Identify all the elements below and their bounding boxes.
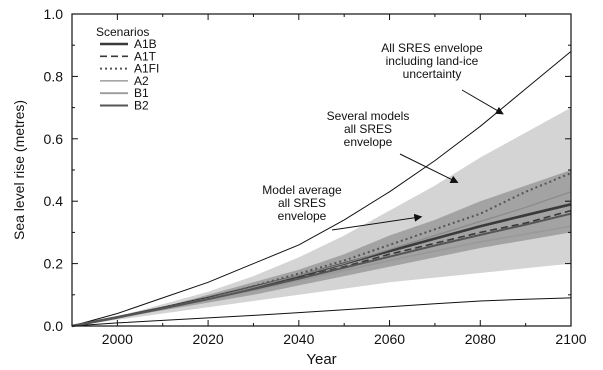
bound-lines bbox=[71, 51, 572, 327]
annotation-text-2: all SRES bbox=[278, 196, 326, 210]
envelope-1 bbox=[72, 170, 571, 326]
annotation-text-1: Several models bbox=[327, 109, 410, 123]
y-tick-label: 0.0 bbox=[44, 318, 64, 334]
annotation-arrow-2 bbox=[331, 213, 423, 231]
legend-title: Scenarios bbox=[96, 25, 149, 39]
annotation-text-2: envelope bbox=[278, 209, 327, 223]
bound-line-0 bbox=[71, 51, 572, 327]
axes: 2000 2020 2040 2060 2080 2100 0.0 0.2 0.4 0.6 0.8 1… bbox=[11, 6, 587, 368]
x-tick-label: 2100 bbox=[555, 331, 586, 347]
legend-label-a1fi: A1FI bbox=[134, 62, 159, 76]
x-tick-label: 2080 bbox=[465, 331, 496, 347]
x-tick-label: 2040 bbox=[283, 331, 314, 347]
x-tick-label: 2020 bbox=[193, 331, 224, 347]
legend-label-a1b: A1B bbox=[134, 37, 157, 51]
annotation-text-1: envelope bbox=[344, 135, 393, 149]
envelopes bbox=[72, 107, 571, 326]
annotation-arrow-0 bbox=[461, 89, 504, 115]
annotation-text-1: all SRES bbox=[344, 122, 392, 136]
envelope-0 bbox=[72, 107, 571, 326]
series-line-b2 bbox=[71, 212, 572, 327]
annotation-text-2: Model average bbox=[262, 183, 342, 197]
x-tick-label: 2000 bbox=[102, 331, 133, 347]
annotation-text-0: including land-ice bbox=[386, 54, 479, 68]
bound-line-1 bbox=[71, 297, 572, 327]
annotation-arrow-1 bbox=[399, 153, 459, 183]
series-lines bbox=[71, 172, 572, 328]
series-line-a1fi bbox=[71, 172, 572, 327]
annotation-text-0: uncertainty bbox=[403, 67, 462, 81]
y-tick-label: 0.2 bbox=[44, 256, 64, 272]
y-tick-label: 0.4 bbox=[44, 193, 64, 209]
annotation-text-0: All SRES envelope bbox=[381, 41, 483, 55]
legend-label-b2: B2 bbox=[134, 99, 149, 113]
y-tick-label: 1.0 bbox=[44, 6, 64, 22]
y-tick-label: 0.8 bbox=[44, 68, 64, 84]
legend-label-a1t: A1T bbox=[134, 49, 157, 63]
y-axis-label: Sea level rise (metres) bbox=[11, 100, 27, 240]
x-tick-label: 2060 bbox=[374, 331, 405, 347]
legend-label-b1: B1 bbox=[134, 86, 149, 100]
y-tick-label: 0.6 bbox=[44, 131, 64, 147]
x-axis-label: Year bbox=[306, 351, 336, 368]
legend-label-a2: A2 bbox=[134, 74, 149, 88]
